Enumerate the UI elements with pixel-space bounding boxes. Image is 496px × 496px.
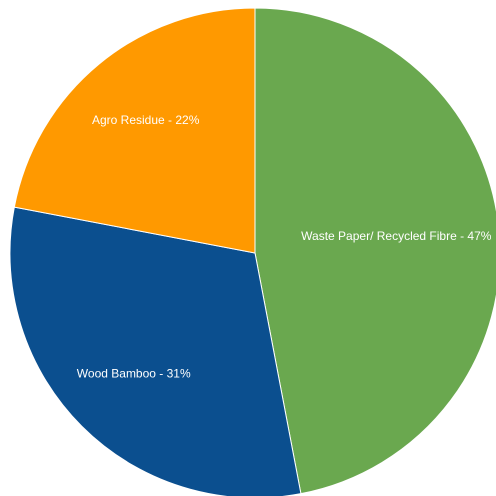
pie-slice xyxy=(9,206,302,496)
slice-label: Wood Bamboo - 31% xyxy=(77,366,191,380)
pie-slice xyxy=(13,7,256,254)
slice-label: Waste Paper/ Recycled Fibre - 47% xyxy=(301,229,492,243)
slice-label: Agro Residue - 22% xyxy=(92,113,200,127)
pie-slice xyxy=(254,7,496,495)
